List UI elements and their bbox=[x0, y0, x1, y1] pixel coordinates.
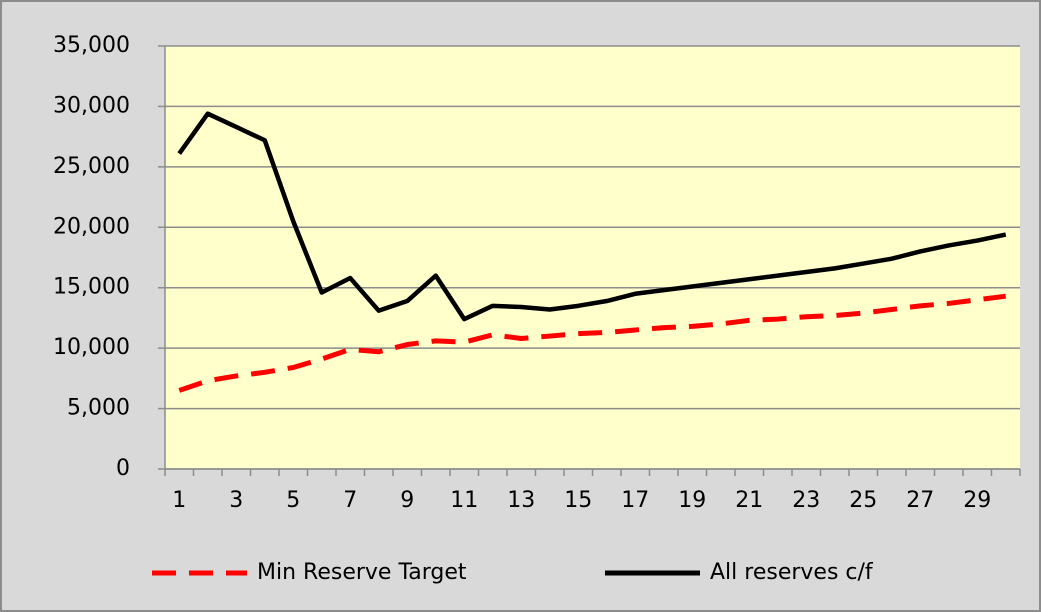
x-tick-label: 17 bbox=[621, 488, 649, 513]
x-tick-label: 27 bbox=[906, 488, 934, 513]
x-tick-label: 13 bbox=[507, 488, 535, 513]
x-tick-label: 11 bbox=[450, 488, 478, 513]
y-tick-label: 5,000 bbox=[67, 396, 130, 421]
y-tick-label: 20,000 bbox=[53, 214, 130, 239]
x-tick-label: 5 bbox=[286, 488, 300, 513]
x-tick-label: 15 bbox=[564, 488, 592, 513]
legend-label: Min Reserve Target bbox=[257, 560, 467, 585]
x-tick-label: 23 bbox=[792, 488, 820, 513]
series-line bbox=[177, 111, 1007, 322]
x-tick-label: 25 bbox=[849, 488, 877, 513]
x-tick-label: 9 bbox=[400, 488, 414, 513]
x-tick-label: 7 bbox=[343, 488, 357, 513]
x-tick-label: 3 bbox=[229, 488, 243, 513]
x-tick-label: 29 bbox=[963, 488, 991, 513]
x-tick-label: 19 bbox=[678, 488, 706, 513]
legend-label: All reserves c/f bbox=[710, 560, 874, 585]
x-tick-label: 1 bbox=[172, 488, 186, 513]
series-line bbox=[178, 293, 1007, 393]
y-tick-label: 35,000 bbox=[53, 33, 130, 58]
y-tick-label: 30,000 bbox=[53, 93, 130, 118]
y-tick-label: 25,000 bbox=[53, 154, 130, 179]
y-tick-label: 15,000 bbox=[53, 275, 130, 300]
y-tick-label: 10,000 bbox=[53, 335, 130, 360]
y-tick-label: 0 bbox=[116, 456, 130, 481]
x-tick-label: 21 bbox=[735, 488, 763, 513]
